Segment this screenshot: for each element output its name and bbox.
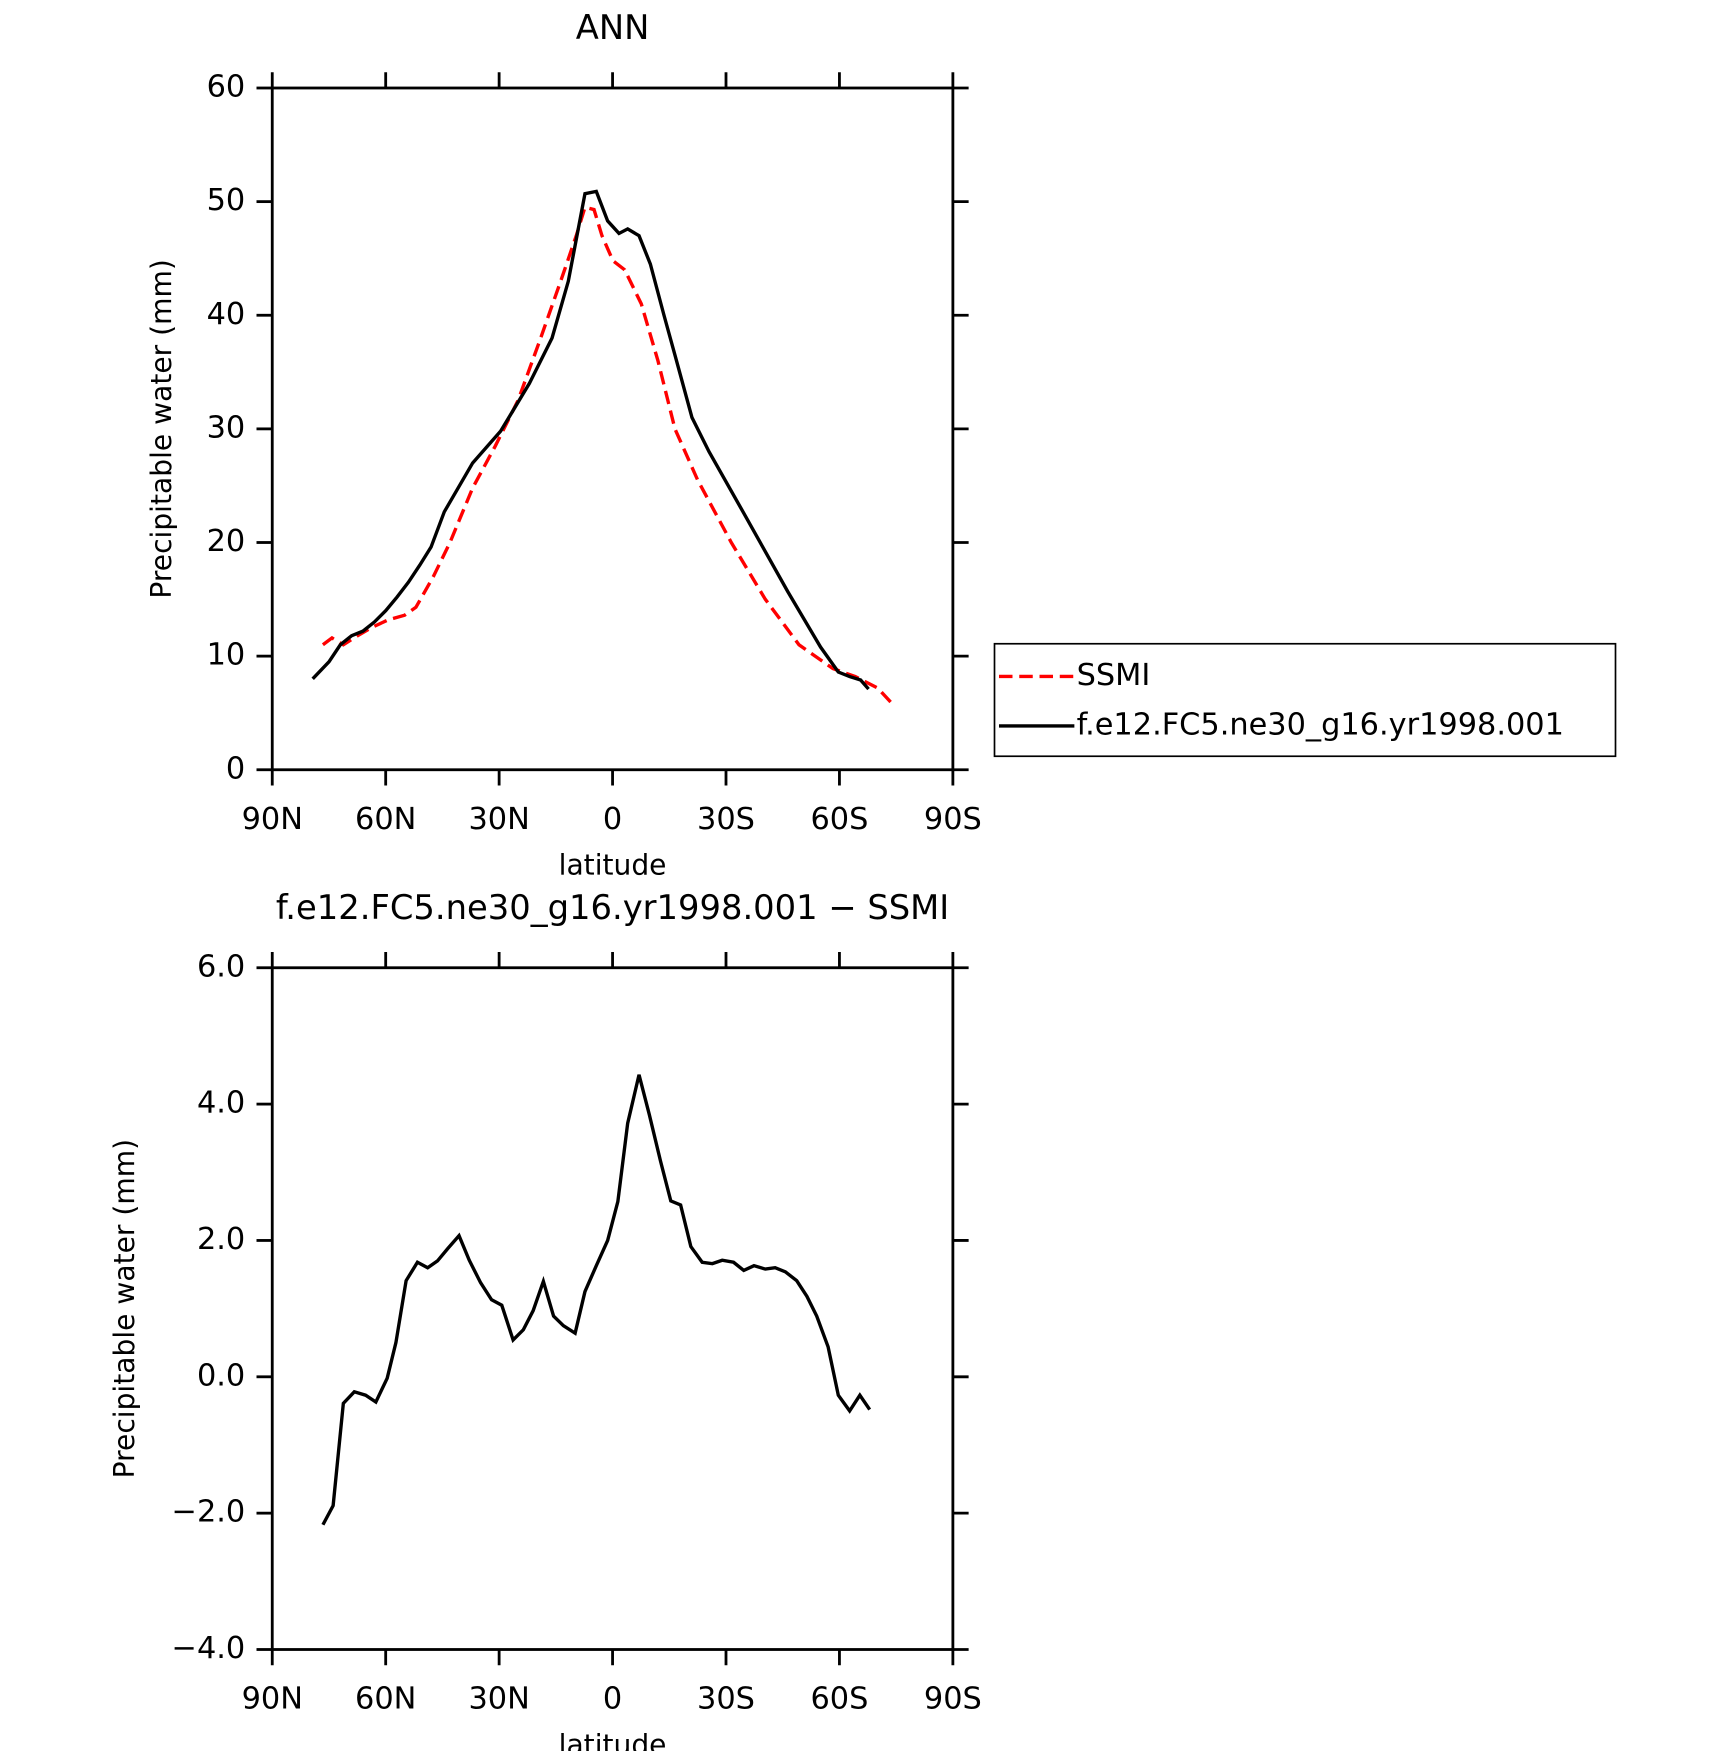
chart-title: ANN <box>576 8 650 47</box>
x-tick-label: 60N <box>355 802 416 837</box>
chart-title: f.e12.FC5.ne30_g16.yr1998.001 − SSMI <box>276 888 949 927</box>
y-tick-label: 20 <box>207 524 246 559</box>
legend-label: SSMI <box>1077 658 1151 693</box>
x-axis-label: latitude <box>559 849 667 882</box>
x-tick-label: 60S <box>810 1682 868 1717</box>
x-tick-label: 60N <box>355 1682 416 1717</box>
plot-frame <box>270 86 955 772</box>
y-tick-label: 0 <box>226 751 245 786</box>
x-tick-label: 90N <box>242 802 303 837</box>
plot-frame <box>270 966 955 1651</box>
y-tick-label: 2.0 <box>197 1222 245 1257</box>
x-tick-label: 90S <box>924 1682 982 1717</box>
x-tick-label: 60S <box>810 802 868 837</box>
x-tick-label: 30N <box>468 1682 529 1717</box>
data-line <box>321 1074 872 1526</box>
x-tick-label: 0 <box>603 802 622 837</box>
y-tick-label: −2.0 <box>172 1495 246 1530</box>
x-tick-label: 90S <box>924 802 982 837</box>
legend-label: f.e12.FC5.ne30_g16.yr1998.001 <box>1077 707 1564 742</box>
y-axis-label: Precipitable water (mm) <box>108 1139 141 1478</box>
y-tick-label: 6.0 <box>197 949 245 984</box>
y-tick-label: −4.0 <box>172 1631 246 1666</box>
y-tick-label: 60 <box>207 70 246 105</box>
y-tick-label: 40 <box>207 297 246 332</box>
x-tick-label: 30S <box>697 802 755 837</box>
x-axis-label: latitude <box>559 1728 667 1751</box>
y-axis-label: Precipitable water (mm) <box>145 259 178 598</box>
x-tick-label: 30S <box>697 1682 755 1717</box>
x-tick-label: 0 <box>603 1682 622 1717</box>
legend-box <box>993 642 1617 758</box>
data-line <box>321 205 893 704</box>
y-tick-label: 4.0 <box>197 1086 245 1121</box>
data-line <box>311 189 870 691</box>
y-tick-label: 10 <box>207 638 246 673</box>
y-tick-label: 0.0 <box>197 1358 245 1393</box>
x-tick-label: 30N <box>468 802 529 837</box>
y-tick-label: 50 <box>207 183 246 218</box>
x-tick-label: 90N <box>242 1682 303 1717</box>
y-tick-label: 30 <box>207 410 246 445</box>
